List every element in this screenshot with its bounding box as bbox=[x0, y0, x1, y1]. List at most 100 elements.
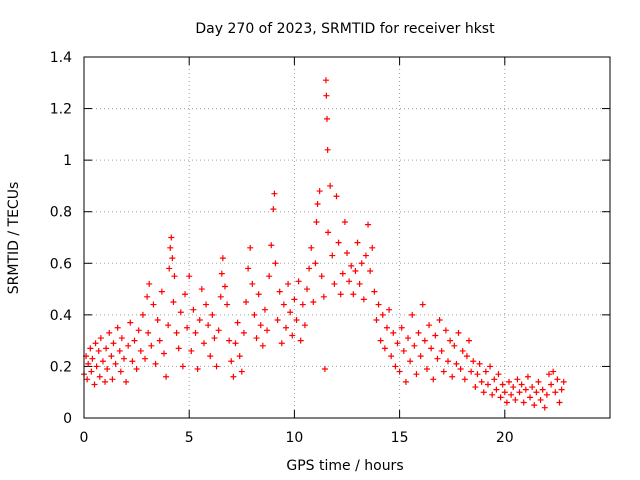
data-point bbox=[97, 335, 104, 342]
y-tick-label: 0.8 bbox=[50, 205, 72, 221]
chart-title: Day 270 of 2023, SRMTID for receiver hks… bbox=[195, 21, 495, 37]
data-point bbox=[348, 262, 355, 269]
data-point bbox=[198, 286, 205, 293]
data-point bbox=[249, 280, 256, 287]
data-point bbox=[154, 317, 161, 324]
data-point bbox=[323, 92, 330, 99]
data-point bbox=[274, 317, 281, 324]
data-point bbox=[352, 268, 359, 275]
data-point bbox=[428, 345, 435, 352]
data-point bbox=[170, 298, 177, 305]
x-tick-label: 20 bbox=[496, 430, 514, 446]
data-point bbox=[411, 342, 418, 349]
data-point bbox=[493, 386, 500, 393]
data-point bbox=[160, 350, 167, 357]
data-point bbox=[503, 399, 510, 406]
data-point bbox=[289, 332, 296, 339]
y-tick-label: 1.2 bbox=[50, 102, 72, 118]
data-point bbox=[264, 327, 271, 334]
data-point bbox=[209, 311, 216, 318]
data-point bbox=[91, 381, 98, 388]
data-point bbox=[145, 329, 152, 336]
data-point bbox=[188, 347, 195, 354]
data-point bbox=[548, 381, 555, 388]
data-point bbox=[304, 286, 311, 293]
data-point bbox=[514, 376, 521, 383]
data-point bbox=[243, 298, 250, 305]
points-layer bbox=[81, 77, 567, 411]
y-tick-label: 0.2 bbox=[50, 359, 72, 375]
data-point bbox=[219, 255, 226, 262]
data-point bbox=[226, 337, 233, 344]
data-point bbox=[84, 376, 91, 383]
data-point bbox=[163, 373, 170, 380]
data-point bbox=[335, 239, 342, 246]
data-point bbox=[421, 337, 428, 344]
data-point bbox=[261, 306, 268, 313]
data-point bbox=[322, 77, 329, 84]
data-point bbox=[541, 404, 548, 411]
data-point bbox=[238, 368, 245, 375]
data-point bbox=[522, 386, 529, 393]
data-point bbox=[346, 278, 353, 285]
data-point bbox=[280, 301, 287, 308]
data-point bbox=[181, 291, 188, 298]
data-point bbox=[442, 327, 449, 334]
data-point bbox=[419, 301, 426, 308]
data-point bbox=[415, 329, 422, 336]
data-point bbox=[457, 366, 464, 373]
data-point bbox=[148, 342, 155, 349]
data-point bbox=[270, 206, 277, 213]
data-point bbox=[453, 360, 460, 367]
data-point bbox=[108, 353, 115, 360]
data-point bbox=[381, 345, 388, 352]
data-point bbox=[558, 386, 565, 393]
data-point bbox=[533, 389, 540, 396]
data-point bbox=[434, 355, 441, 362]
data-point bbox=[146, 280, 153, 287]
data-point bbox=[476, 360, 483, 367]
x-tick-label: 15 bbox=[391, 430, 409, 446]
data-point bbox=[150, 301, 157, 308]
data-point bbox=[329, 252, 336, 259]
data-point bbox=[451, 342, 458, 349]
data-point bbox=[379, 311, 386, 318]
data-point bbox=[127, 319, 134, 326]
data-point bbox=[218, 270, 225, 277]
data-point bbox=[211, 335, 218, 342]
data-point bbox=[314, 200, 321, 207]
x-axis-label: GPS time / hours bbox=[286, 458, 403, 474]
data-point bbox=[308, 244, 315, 251]
data-point bbox=[106, 329, 113, 336]
data-point bbox=[96, 373, 103, 380]
data-point bbox=[499, 381, 506, 388]
data-point bbox=[295, 278, 302, 285]
data-point bbox=[491, 376, 498, 383]
data-point bbox=[125, 342, 132, 349]
data-point bbox=[552, 389, 559, 396]
data-point bbox=[200, 340, 207, 347]
data-point bbox=[213, 363, 220, 370]
grid-layer bbox=[84, 57, 610, 418]
data-point bbox=[482, 368, 489, 375]
data-point bbox=[93, 363, 100, 370]
data-point bbox=[104, 366, 111, 373]
x-tick-label: 5 bbox=[185, 430, 194, 446]
data-point bbox=[285, 280, 292, 287]
data-point bbox=[293, 317, 300, 324]
data-point bbox=[102, 378, 109, 385]
data-point bbox=[463, 353, 470, 360]
data-point bbox=[144, 293, 151, 300]
data-point bbox=[375, 301, 382, 308]
data-point bbox=[312, 260, 319, 267]
data-point bbox=[257, 322, 264, 329]
data-point bbox=[228, 358, 235, 365]
data-point bbox=[377, 337, 384, 344]
data-point bbox=[215, 327, 222, 334]
data-point bbox=[440, 368, 447, 375]
data-point bbox=[251, 311, 258, 318]
data-point bbox=[205, 322, 212, 329]
data-point bbox=[271, 190, 278, 197]
